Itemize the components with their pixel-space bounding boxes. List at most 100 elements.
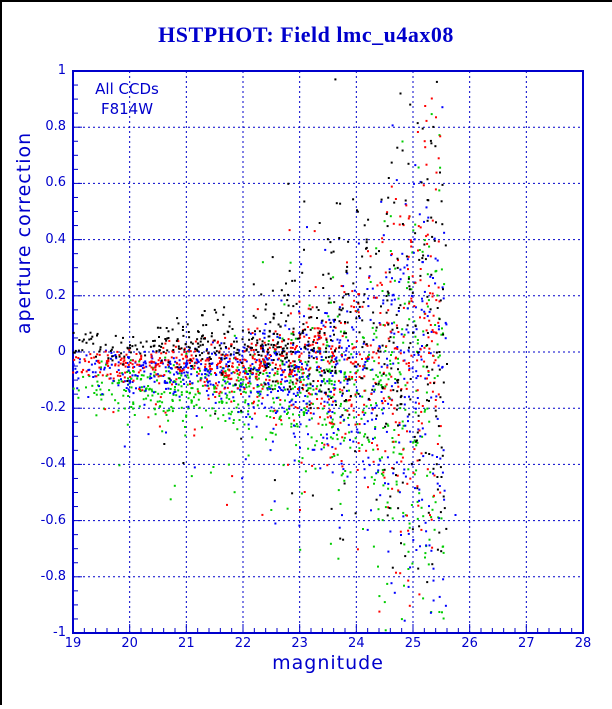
data-point	[294, 385, 296, 388]
data-point	[187, 359, 190, 362]
data-point	[391, 487, 394, 490]
data-point	[378, 345, 381, 348]
data-point	[257, 392, 260, 395]
data-point	[122, 380, 125, 383]
data-point	[256, 378, 259, 381]
data-point	[153, 408, 156, 411]
data-point	[344, 354, 347, 357]
data-point	[329, 436, 332, 439]
data-point	[239, 388, 242, 391]
data-point	[387, 323, 390, 326]
data-point	[334, 349, 336, 352]
data-point	[391, 566, 394, 569]
data-point	[215, 353, 218, 356]
data-point	[128, 349, 131, 352]
data-point	[144, 362, 147, 365]
data-point	[266, 394, 269, 397]
data-point	[375, 402, 377, 405]
data-point	[346, 261, 348, 264]
data-point	[196, 388, 199, 391]
data-point	[204, 366, 207, 368]
data-point	[209, 383, 212, 386]
data-point	[287, 182, 290, 185]
data-point	[263, 363, 266, 366]
data-point	[288, 375, 291, 378]
data-point	[378, 595, 381, 598]
data-point	[445, 323, 448, 326]
data-point	[197, 380, 200, 383]
data-point	[182, 462, 185, 464]
data-point	[253, 412, 256, 415]
data-point	[305, 412, 308, 415]
data-point	[259, 390, 262, 393]
data-point	[328, 379, 331, 382]
data-point	[190, 475, 193, 478]
data-point	[268, 357, 271, 360]
data-point	[346, 358, 349, 361]
data-point	[214, 396, 217, 398]
data-point	[88, 375, 91, 378]
data-point	[316, 338, 319, 341]
data-point	[225, 374, 228, 377]
data-point	[177, 340, 180, 343]
data-point	[105, 374, 108, 377]
data-point	[111, 359, 114, 362]
data-point	[292, 413, 294, 416]
data-point	[441, 611, 443, 614]
data-point	[275, 351, 278, 354]
data-point	[334, 358, 337, 361]
data-point	[411, 367, 414, 370]
data-point	[352, 198, 355, 201]
data-point	[406, 264, 409, 267]
data-point	[435, 269, 438, 272]
data-point	[185, 390, 188, 393]
data-point	[248, 385, 251, 388]
data-point	[344, 432, 347, 435]
data-point	[434, 399, 437, 401]
data-point	[420, 358, 423, 361]
data-point	[302, 411, 305, 414]
data-point	[248, 338, 251, 341]
data-point	[84, 360, 87, 363]
data-point	[159, 405, 162, 408]
data-point	[165, 327, 168, 329]
data-point	[426, 377, 428, 380]
data-point	[98, 361, 101, 364]
data-point	[349, 311, 352, 313]
data-point	[276, 370, 279, 373]
x-tick-label: 26	[461, 636, 478, 651]
data-point	[393, 429, 396, 431]
data-point	[147, 416, 150, 419]
data-point	[274, 384, 277, 387]
data-point	[258, 390, 261, 393]
data-point	[261, 343, 264, 346]
data-point	[437, 364, 440, 367]
data-point	[434, 324, 437, 326]
data-point	[383, 601, 386, 604]
data-point	[399, 352, 402, 355]
data-point	[240, 411, 243, 414]
data-point	[411, 291, 414, 294]
data-point	[232, 353, 235, 356]
data-point	[139, 378, 142, 381]
data-point	[337, 379, 340, 382]
data-point	[242, 366, 245, 369]
data-point	[414, 281, 417, 284]
data-point	[367, 218, 370, 221]
data-point	[207, 340, 209, 343]
data-point	[423, 360, 426, 363]
data-point	[350, 353, 353, 356]
data-point	[354, 310, 357, 313]
data-point	[429, 308, 432, 311]
data-point	[156, 400, 159, 403]
data-point	[213, 346, 216, 349]
data-point	[238, 349, 241, 352]
data-point	[380, 384, 383, 386]
data-point	[274, 433, 277, 436]
data-point	[162, 351, 165, 354]
data-point	[313, 327, 316, 330]
data-point	[183, 383, 186, 385]
data-point	[215, 382, 217, 385]
data-point	[119, 375, 122, 377]
data-point	[348, 375, 351, 378]
